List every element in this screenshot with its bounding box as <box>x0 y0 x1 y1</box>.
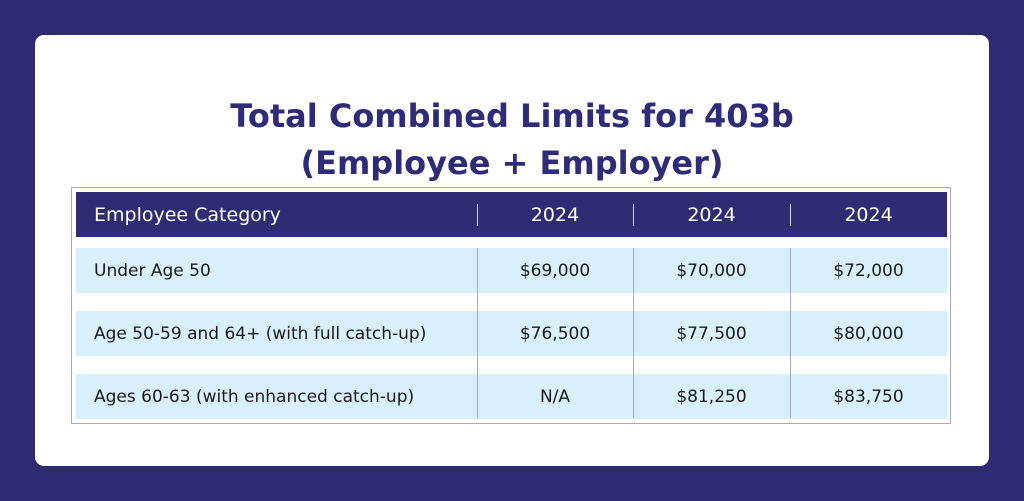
value-cell: $76,500 <box>519 323 591 344</box>
value-cell: N/A <box>539 386 571 407</box>
title-line-1: Total Combined Limits for 403b <box>230 97 794 135</box>
title-line-2: (Employee + Employer) <box>300 144 724 182</box>
header-cell: 2024 <box>687 203 736 226</box>
header-cell: Employee Category <box>94 203 281 226</box>
table-row: Under Age 50 $69,000 $70,000 $72,000 <box>76 248 947 293</box>
value-cell: $81,250 <box>676 386 747 407</box>
value-cell: $80,000 <box>833 323 904 344</box>
value-cell: $69,000 <box>519 260 591 281</box>
table-header: Employee Category 2024 2024 2024 <box>76 192 947 237</box>
column-divider <box>477 248 478 419</box>
value-cell: $70,000 <box>676 260 747 281</box>
value-cell: $72,000 <box>833 260 904 281</box>
page-title: Total Combined Limits for 403b (Employee… <box>35 93 989 187</box>
category-cell: Age 50-59 and 64+ (with full catch-up) <box>94 323 427 344</box>
header-cell: 2024 <box>844 203 893 226</box>
header-divider <box>790 204 791 226</box>
category-cell: Ages 60-63 (with enhanced catch-up) <box>94 386 415 407</box>
table-row: Ages 60-63 (with enhanced catch-up) N/A … <box>76 374 947 419</box>
header-divider <box>633 204 634 226</box>
category-cell: Under Age 50 <box>94 260 211 281</box>
column-divider <box>633 248 634 419</box>
limits-table: Employee Category 2024 2024 2024 Under A… <box>71 187 951 424</box>
header-cell: 2024 <box>530 203 580 226</box>
header-divider <box>477 204 478 226</box>
value-cell: $83,750 <box>833 386 904 407</box>
card: Total Combined Limits for 403b (Employee… <box>35 35 989 466</box>
value-cell: $77,500 <box>676 323 747 344</box>
table-row: Age 50-59 and 64+ (with full catch-up) $… <box>76 311 947 356</box>
column-divider <box>790 248 791 419</box>
